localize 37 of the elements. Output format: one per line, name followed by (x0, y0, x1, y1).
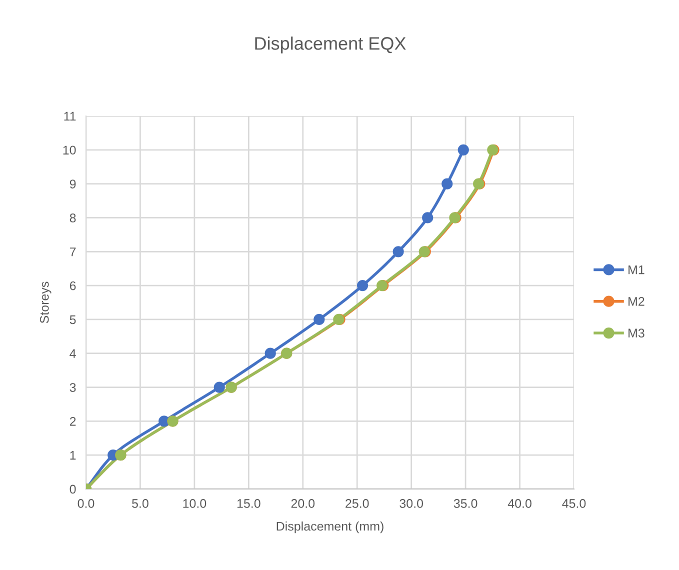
y-tick-label: 11 (64, 112, 76, 121)
x-tick-label: 5.0 (132, 499, 148, 508)
x-tick-label: 45.0 (562, 499, 586, 508)
point (214, 382, 225, 393)
y-tick-label: 7 (70, 248, 76, 256)
y-tick-label: 8 (70, 214, 76, 222)
point (422, 212, 434, 224)
chart-title: Displacement EQX (255, 36, 406, 54)
x-tick-label: 40.0 (508, 499, 532, 508)
x-tick-label: 35.0 (454, 499, 478, 508)
legend-label: M2 (628, 297, 644, 306)
point (392, 246, 404, 258)
y-tick-label: 0 (70, 484, 76, 494)
point (442, 178, 453, 190)
x-tick-label: 0.0 (78, 499, 94, 508)
y-tick-label: 10 (63, 146, 76, 155)
x-tick-label: 30.0 (400, 499, 424, 508)
x-tick-label: 10.0 (183, 499, 206, 508)
x-tick-label: 15.0 (237, 499, 260, 508)
x-tick-label: 20.0 (291, 499, 315, 508)
point (264, 348, 276, 359)
y-tick-label: 4 (70, 349, 76, 358)
x-axis-title: Displacement (mm) (276, 521, 384, 534)
y-axis-title: Storeys (40, 282, 52, 324)
legend-label: M1 (628, 265, 644, 274)
y-tick-label: 1 (70, 451, 76, 460)
point (356, 280, 368, 292)
y-tick-label: 9 (70, 180, 76, 188)
y-tick-label: 3 (70, 383, 76, 392)
y-tick-label: 5 (70, 315, 76, 324)
point (314, 314, 325, 326)
y-tick-label: 6 (70, 281, 76, 290)
point (458, 144, 469, 156)
x-tick-label: 25.0 (346, 499, 369, 508)
legend-label: M3 (628, 328, 644, 338)
y-tick-label: 2 (70, 416, 76, 426)
point (158, 416, 170, 427)
